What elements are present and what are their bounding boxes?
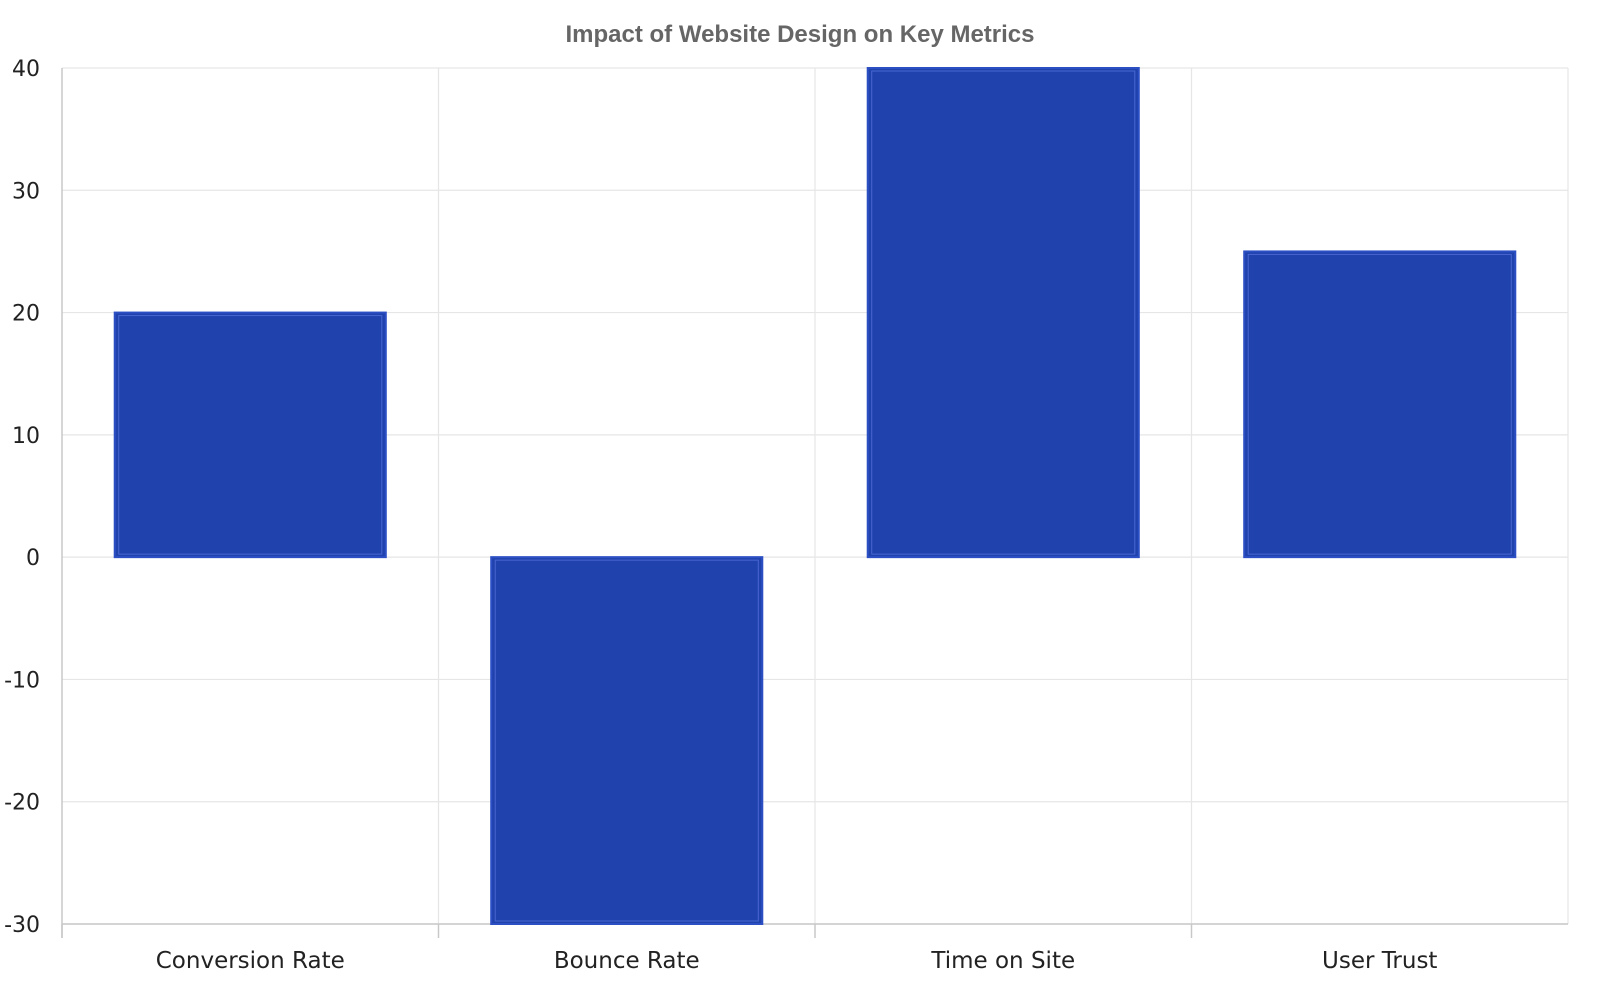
x-category-labels: Conversion Rate Bounce Rate Time on Site Us…	[156, 948, 1438, 974]
y-tick-label: 20	[12, 302, 40, 327]
y-tick-label: -10	[4, 668, 40, 693]
x-category-label: Time on Site	[930, 948, 1075, 974]
y-tick-label: 10	[12, 424, 40, 449]
x-category-label: User Trust	[1322, 948, 1437, 974]
bar-conversion-rate	[113, 311, 387, 559]
y-tick-labels: 40 30 20 10 0 -10 -20 -30	[4, 57, 40, 938]
bar-time-on-site	[866, 67, 1140, 559]
chart-title: Impact of Website Design on Key Metrics	[566, 21, 1035, 48]
y-tick-label: 0	[26, 546, 40, 571]
axes	[61, 68, 1568, 938]
x-category-label: Bounce Rate	[554, 948, 700, 974]
bars	[113, 67, 1517, 926]
y-tick-label: 40	[12, 57, 40, 82]
y-tick-label: -30	[4, 913, 40, 938]
bar-inner-outline	[494, 559, 759, 922]
y-tick-label: -20	[4, 791, 40, 816]
bar-inner-outline	[871, 70, 1136, 555]
bar-inner-outline	[118, 315, 383, 555]
bar-inner-outline	[1247, 253, 1512, 555]
bar-bounce-rate	[490, 556, 764, 926]
bar-user-trust	[1243, 250, 1517, 559]
x-category-label: Conversion Rate	[156, 948, 345, 974]
y-tick-label: 30	[12, 179, 40, 204]
